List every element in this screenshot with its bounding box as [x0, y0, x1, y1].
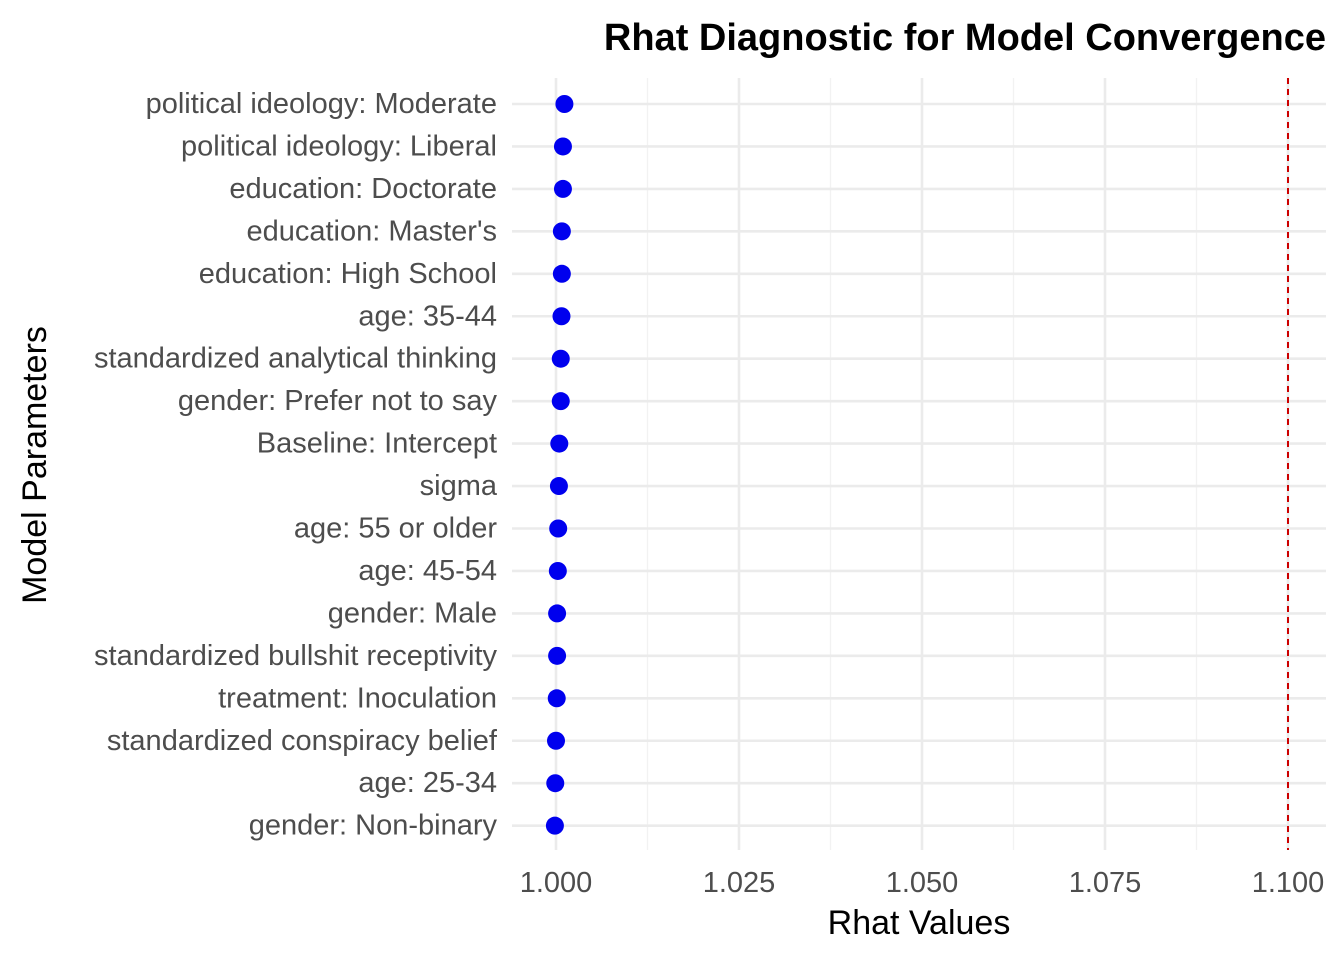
- data-point: [545, 816, 564, 835]
- data-point: [551, 392, 570, 411]
- y-tick-label: age: 45-54: [358, 555, 497, 587]
- data-point: [548, 646, 567, 665]
- x-axis-title: Rhat Values: [828, 904, 1011, 942]
- data-points: [545, 95, 574, 835]
- x-tick-labels: 1.000 1.025 1.050 1.075 1.100: [520, 867, 1325, 899]
- y-tick-labels: political ideology: Moderate political id…: [94, 88, 498, 842]
- y-tick-label: sigma: [420, 470, 498, 502]
- data-point: [552, 264, 571, 283]
- y-tick-label: education: Doctorate: [229, 173, 497, 205]
- data-point: [552, 307, 571, 326]
- y-tick-label: education: Master's: [246, 215, 497, 247]
- y-tick-label: age: 25-34: [358, 767, 497, 799]
- y-tick-label: education: High School: [199, 258, 497, 290]
- y-tick-label: political ideology: Moderate: [146, 88, 497, 120]
- y-tick-label: Baseline: Intercept: [257, 428, 497, 460]
- y-axis-title: Model Parameters: [16, 326, 54, 604]
- y-tick-label: gender: Non-binary: [249, 810, 498, 842]
- x-tick-label: 1.025: [703, 867, 776, 899]
- y-tick-label: political ideology: Liberal: [181, 130, 497, 162]
- data-point: [550, 434, 569, 453]
- data-point: [552, 222, 571, 241]
- data-point: [549, 477, 568, 496]
- data-point: [546, 774, 565, 793]
- data-point: [551, 349, 570, 368]
- y-tick-label: age: 55 or older: [294, 513, 497, 545]
- data-point: [553, 179, 572, 198]
- data-point: [548, 561, 567, 580]
- data-point: [549, 519, 568, 538]
- y-tick-label: standardized conspiracy belief: [107, 725, 498, 757]
- x-tick-label: 1.100: [1252, 867, 1325, 899]
- data-point: [548, 604, 567, 623]
- x-tick-label: 1.000: [520, 867, 593, 899]
- chart-title: Rhat Diagnostic for Model Convergence: [604, 17, 1326, 59]
- x-tick-label: 1.075: [1069, 867, 1142, 899]
- x-tick-label: 1.050: [886, 867, 959, 899]
- data-point: [553, 137, 572, 156]
- data-point: [555, 95, 574, 113]
- y-tick-label: standardized bullshit receptivity: [94, 640, 497, 672]
- y-tick-label: standardized analytical thinking: [94, 343, 497, 375]
- y-tick-label: gender: Male: [328, 597, 497, 629]
- data-point: [547, 689, 566, 708]
- y-tick-label: gender: Prefer not to say: [178, 385, 498, 417]
- data-point: [547, 731, 565, 750]
- grid-lines: [512, 78, 1326, 850]
- y-tick-label: treatment: Inoculation: [218, 682, 497, 714]
- y-tick-label: age: 35-44: [358, 300, 497, 332]
